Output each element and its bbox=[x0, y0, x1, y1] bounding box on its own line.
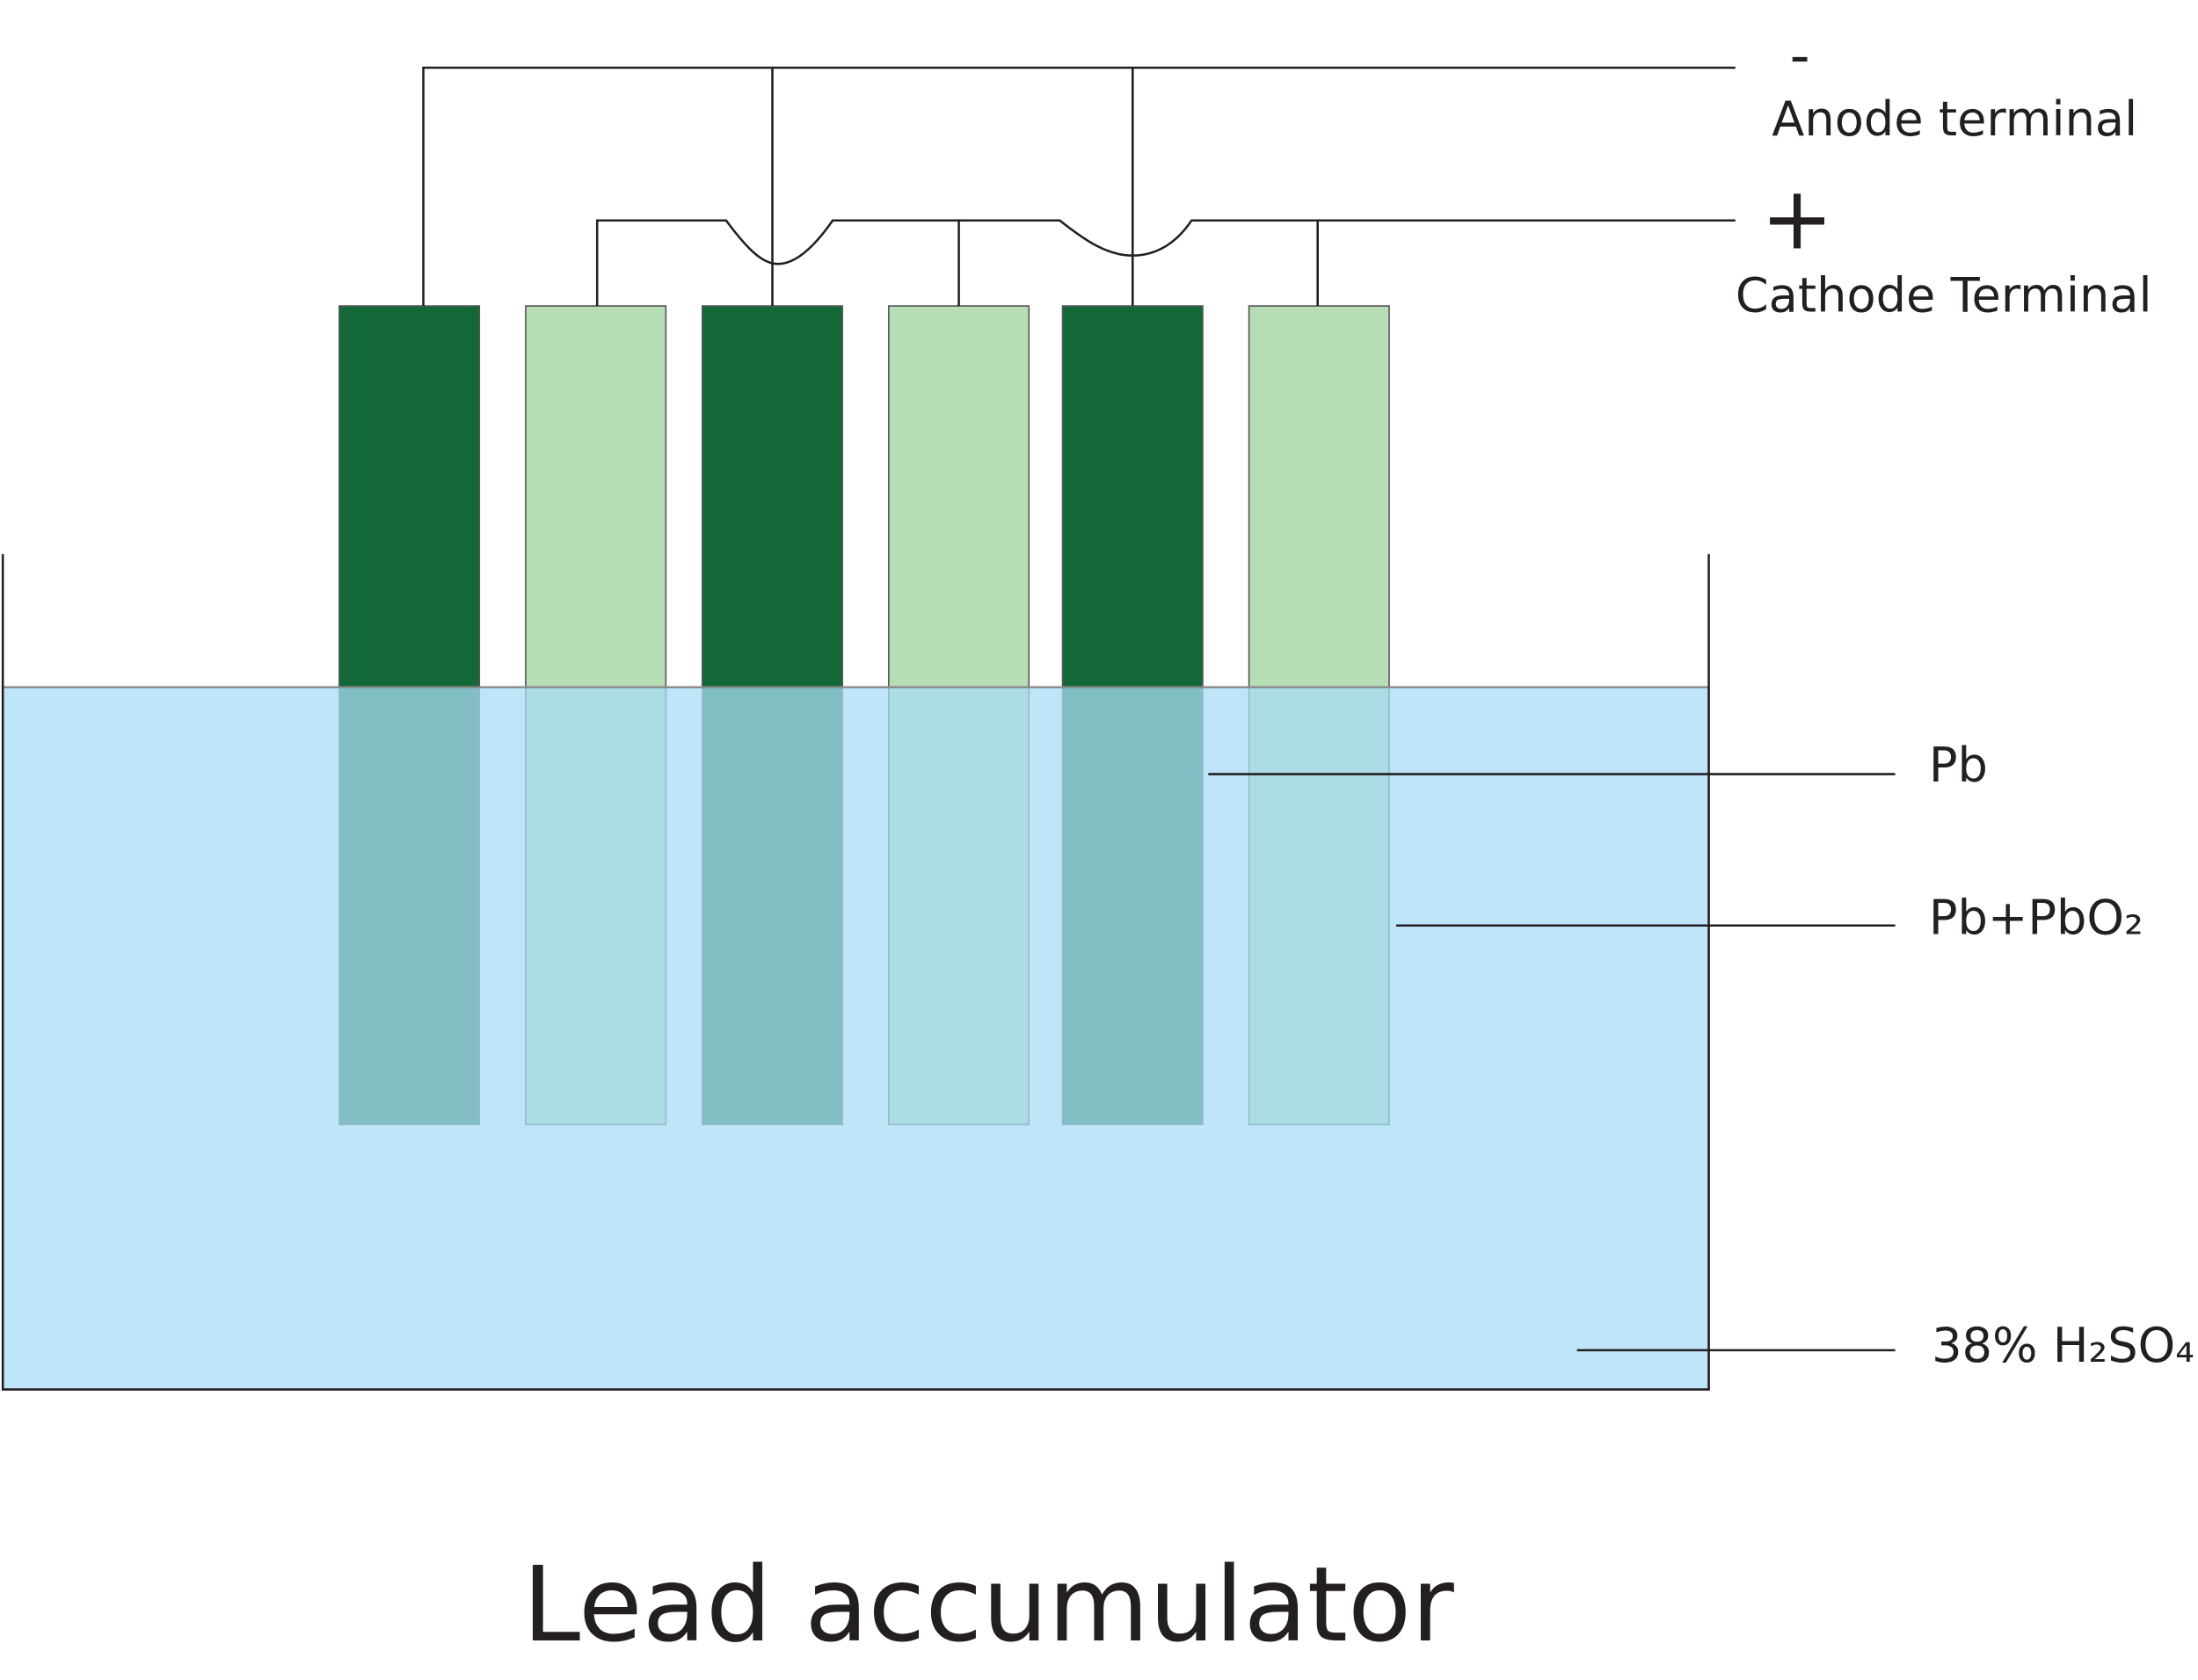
anode-wire bbox=[422, 66, 1736, 307]
callout-label: Pb bbox=[1929, 738, 1988, 793]
anode-sign: - bbox=[1790, 24, 1810, 89]
callout-label: Pb+PbO₂ bbox=[1929, 891, 2143, 946]
container bbox=[1, 554, 1710, 1391]
electrolyte bbox=[1, 686, 1710, 1391]
callout-label: 38% H₂SO₄ bbox=[1932, 1318, 2194, 1373]
title: Lead accumulator bbox=[522, 1544, 1454, 1665]
cathode-label: Cathode Terminal bbox=[1736, 268, 2152, 324]
cathode-sign: + bbox=[1761, 168, 1834, 269]
cathode-wire bbox=[595, 219, 1736, 307]
anode-label: Anode terminal bbox=[1772, 91, 2137, 147]
